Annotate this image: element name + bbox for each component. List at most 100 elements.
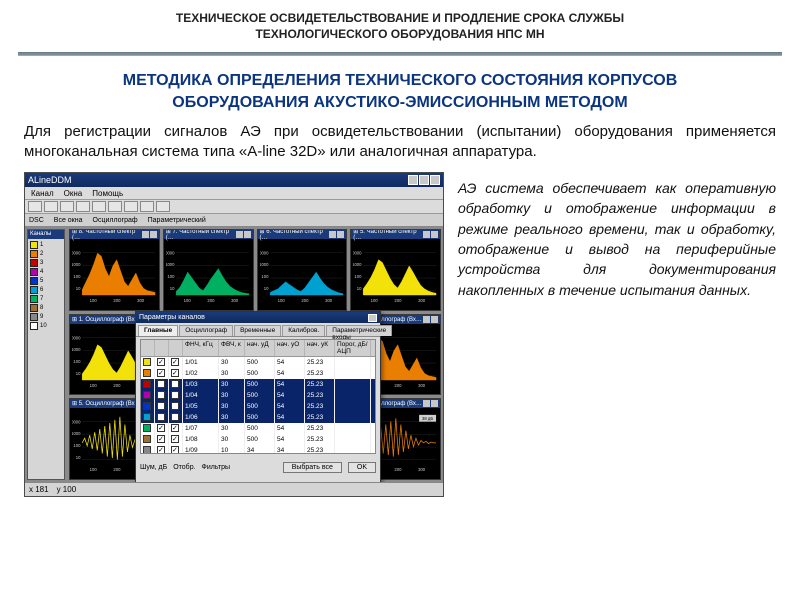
palette-item[interactable]: 10 — [30, 322, 62, 330]
dialog-tab[interactable]: Параметрические входы — [326, 325, 392, 336]
color-swatch — [30, 241, 38, 249]
svg-text:10: 10 — [170, 286, 175, 291]
svg-text:1000: 1000 — [260, 262, 269, 267]
svg-text:200: 200 — [395, 383, 403, 388]
column-header[interactable]: ФВЧ, к — [219, 340, 245, 356]
palette-label: 5 — [40, 278, 43, 284]
table-row[interactable]: 1/01305005425.23 — [141, 357, 375, 368]
table-row[interactable]: 1/02305005425.23 — [141, 368, 375, 379]
palette-label: 9 — [40, 314, 43, 320]
dialog-titlebar[interactable]: Параметры каналов — [136, 312, 380, 323]
header-line1: ТЕХНИЧЕСКОЕ ОСВИДЕТЕЛЬСТВОВАНИЕ И ПРОДЛЕ… — [40, 10, 760, 26]
column-header[interactable]: нач. уК — [305, 340, 335, 356]
dialog-close-icon[interactable] — [368, 314, 377, 322]
column-header[interactable]: Порог, дБ/АЦП — [335, 340, 371, 356]
dialog-tab[interactable]: Главные — [138, 325, 178, 336]
close-button[interactable] — [430, 175, 440, 185]
table-row[interactable]: 1/04305005425.23 — [141, 390, 375, 401]
toolbar-button[interactable] — [28, 201, 42, 212]
svg-text:1000: 1000 — [72, 262, 81, 267]
column-header[interactable] — [141, 340, 155, 356]
spectrum-pane[interactable]: ⊞ 8. Частотный спектр (…1000010001001010… — [69, 229, 160, 311]
column-header[interactable]: нач. уО — [275, 340, 305, 356]
toolbar-button[interactable] — [156, 201, 170, 212]
toolbar-button[interactable] — [92, 201, 106, 212]
mode-tab[interactable]: Параметрический — [148, 217, 206, 224]
mode-tab[interactable]: DSC — [29, 217, 44, 224]
toolbar-button[interactable] — [108, 201, 122, 212]
mode-tab[interactable]: Все окна — [54, 217, 83, 224]
toolbar-button[interactable] — [140, 201, 154, 212]
palette-item[interactable]: 2 — [30, 250, 62, 258]
svg-text:200: 200 — [301, 298, 309, 303]
svg-text:300: 300 — [418, 467, 426, 472]
svg-text:10000: 10000 — [353, 250, 362, 255]
table-row[interactable]: 1/03305005425.23 — [141, 379, 375, 390]
header-line2: ТЕХНОЛОГИЧЕСКОГО ОБОРУДОВАНИЯ НПС МН — [40, 26, 760, 42]
ok-button[interactable]: OK — [348, 462, 376, 473]
toolbar-button[interactable] — [60, 201, 74, 212]
dialog-title: Параметры каналов — [139, 314, 205, 321]
svg-text:100: 100 — [90, 467, 98, 472]
toolbar-button[interactable] — [76, 201, 90, 212]
svg-text:10000: 10000 — [72, 420, 81, 425]
minimize-button[interactable] — [408, 175, 418, 185]
select-all-button[interactable]: Выбрать все — [283, 462, 342, 473]
channel-params-dialog[interactable]: Параметры каналов ГлавныеОсциллографВрем… — [135, 311, 381, 483]
menu-item[interactable]: Помощь — [92, 189, 123, 198]
column-header[interactable] — [169, 340, 183, 356]
toolbar-button[interactable] — [124, 201, 138, 212]
dialog-tab[interactable]: Калибров. — [282, 325, 325, 336]
svg-text:200: 200 — [395, 467, 403, 472]
color-swatch — [30, 268, 38, 276]
palette-item[interactable]: 7 — [30, 295, 62, 303]
dialog-tab[interactable]: Временные — [234, 325, 281, 336]
svg-text:10000: 10000 — [72, 335, 81, 340]
palette-title: Каналы — [28, 230, 64, 239]
dialog-table-head: ФНЧ, кГцФВЧ, кнач. уДнач. уОнач. уКПорог… — [141, 340, 375, 357]
svg-text:10000: 10000 — [166, 250, 175, 255]
svg-text:100: 100 — [73, 359, 81, 364]
column-header[interactable]: ФНЧ, кГц — [183, 340, 219, 356]
maximize-button[interactable] — [419, 175, 429, 185]
mode-tab[interactable]: Осциллограф — [93, 217, 138, 224]
status-bar: x 181 y 100 — [25, 482, 443, 496]
palette-item[interactable]: 6 — [30, 286, 62, 294]
svg-text:10: 10 — [76, 286, 81, 291]
spectrum-pane[interactable]: ⊞ 7. Частотный спектр (…1000010001001010… — [163, 229, 254, 311]
menu-item[interactable]: Канал — [31, 189, 54, 198]
table-row[interactable]: 1/05305005425.23 — [141, 401, 375, 412]
dialog-tab[interactable]: Осциллограф — [179, 325, 233, 336]
palette-item[interactable]: 8 — [30, 304, 62, 312]
table-row[interactable]: 1/06305005425.23 — [141, 412, 375, 423]
svg-text:10000: 10000 — [72, 250, 81, 255]
spectrum-pane[interactable]: ⊞ 5. Частотный спектр (…1000010001001010… — [350, 229, 441, 311]
svg-text:100: 100 — [371, 298, 379, 303]
section-title: МЕТОДИКА ОПРЕДЕЛЕНИЯ ТЕХНИЧЕСКОГО СОСТОЯ… — [0, 66, 800, 121]
palette-item[interactable]: 4 — [30, 268, 62, 276]
palette-item[interactable]: 3 — [30, 259, 62, 267]
column-header[interactable] — [155, 340, 169, 356]
palette-item[interactable]: 1 — [30, 241, 62, 249]
foot-label: Шум, дБ — [140, 464, 167, 471]
svg-text:200: 200 — [395, 298, 403, 303]
workspace: Каналы 12345678910 ⊞ 8. Частотный спектр… — [25, 227, 443, 482]
app-menubar[interactable]: Канал Окна Помощь — [25, 187, 443, 200]
dialog-tabs: ГлавныеОсциллографВременныеКалибров.Пара… — [136, 323, 380, 337]
svg-text:100: 100 — [167, 274, 175, 279]
column-header[interactable]: нач. уД — [245, 340, 275, 356]
svg-text:10000: 10000 — [260, 250, 269, 255]
svg-text:38 дБ: 38 дБ — [422, 416, 433, 421]
menu-item[interactable]: Окна — [64, 189, 83, 198]
palette-item[interactable]: 5 — [30, 277, 62, 285]
table-row[interactable]: 1/07305005425.23 — [141, 423, 375, 434]
svg-text:10: 10 — [76, 371, 81, 376]
table-row[interactable]: 1/08305005425.23 — [141, 434, 375, 445]
dialog-footer: Шум, дБ Отобр. Фильтры Выбрать все OK — [140, 456, 376, 478]
palette-item[interactable]: 9 — [30, 313, 62, 321]
svg-text:200: 200 — [113, 298, 121, 303]
window-titlebar[interactable]: ALineDDM — [25, 173, 443, 187]
spectrum-pane[interactable]: ⊞ 6. Частотный спектр (…1000010001001010… — [257, 229, 348, 311]
toolbar-button[interactable] — [44, 201, 58, 212]
table-row[interactable]: 1/0910343425.23 — [141, 445, 375, 454]
